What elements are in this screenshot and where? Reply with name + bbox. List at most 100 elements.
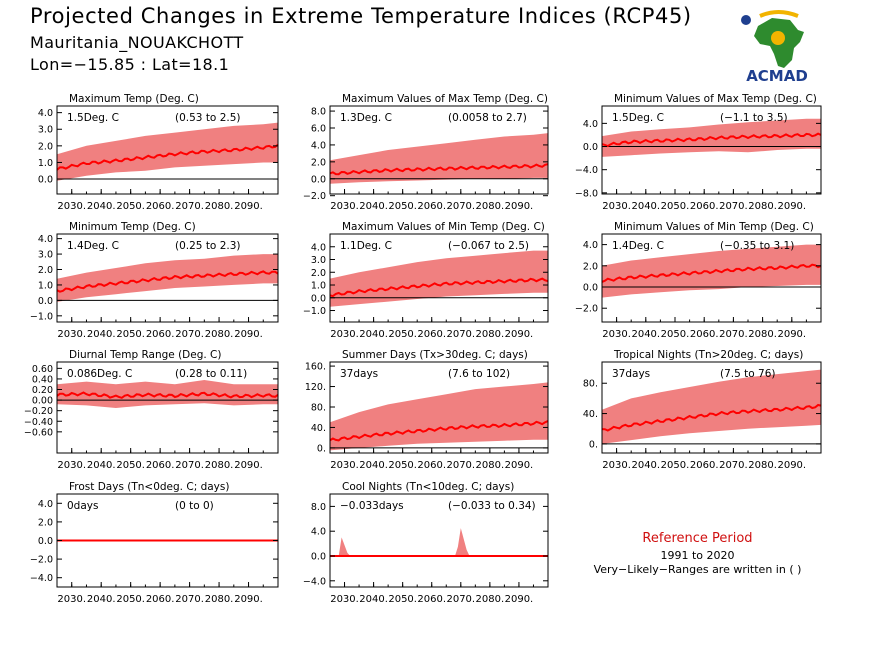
- panel-10: 4.0 2.0 0.0 −2.0 −4.0 2030. 2040. 2050. 2060. 207…: [30, 481, 279, 605]
- station-name: Mauritania_NOUAKCHOTT: [30, 33, 244, 52]
- x-tick-label: 2060.: [146, 594, 175, 605]
- panel-title: Maximum Temp (Deg. C): [69, 93, 199, 105]
- change-value-label: 1.5Deg. C: [67, 112, 119, 124]
- x-tick-label: 2090.: [234, 460, 263, 471]
- y-tick-label: 0.: [589, 439, 598, 450]
- panel-frame: [601, 361, 822, 454]
- y-tick-label: 8.0: [311, 107, 326, 118]
- mean-series-line: [329, 163, 549, 176]
- y-tick-label: 3.0: [38, 250, 53, 261]
- x-tick-label: 2080.: [205, 460, 234, 471]
- y-tick-label: 0.20: [32, 385, 53, 396]
- y-tick-label: 0.0: [38, 296, 53, 307]
- y-tick-label: 160.: [305, 362, 326, 373]
- change-value-label: 1.5Deg. C: [612, 112, 664, 124]
- very-likely-range-note: Very−Likely−Ranges are written in ( ): [593, 563, 802, 576]
- x-tick-label: 2080.: [748, 329, 777, 340]
- x-tick-label: 2070.: [446, 460, 475, 471]
- x-tick-label: 2040.: [631, 201, 660, 212]
- x-tick-label: 2090.: [505, 594, 534, 605]
- likely-range-band: [57, 380, 278, 408]
- x-tick-label: 2030.: [330, 329, 359, 340]
- panel-title: Maximum Values of Max Temp (Deg. C): [342, 93, 548, 105]
- y-tick-label: 1.0: [311, 281, 326, 292]
- panel-8: 160. 120. 80. 40. 0. 2030. 2040. 2050. 2060. 2070…: [305, 349, 549, 471]
- x-tick-label: 2040.: [87, 460, 116, 471]
- y-tick-label: −0.20: [24, 406, 53, 417]
- x-tick-label: 2090.: [505, 201, 534, 212]
- change-value-label: 1.4Deg. C: [612, 240, 664, 252]
- y-tick-label: −4.0: [303, 576, 326, 587]
- x-tick-label: 2040.: [359, 329, 388, 340]
- y-tick-label: 2.0: [38, 141, 53, 152]
- y-tick-label: 2.0: [38, 265, 53, 276]
- logo-sun-arc-icon: [759, 10, 799, 18]
- mean-series-line: [601, 263, 822, 283]
- x-tick-label: 2050.: [388, 460, 417, 471]
- logo-wordmark: ACMAD: [746, 67, 808, 84]
- likely-range-label: (−1.1 to 3.5): [720, 112, 788, 124]
- logo-sun-icon: [771, 31, 785, 45]
- likely-range-label: (0 to 0): [175, 500, 214, 512]
- y-tick-label: 3.0: [38, 125, 53, 136]
- y-tick-label: −4.0: [30, 573, 53, 584]
- x-tick-label: 2030.: [330, 201, 359, 212]
- x-tick-label: 2030.: [57, 201, 86, 212]
- x-tick-label: 2050.: [116, 201, 145, 212]
- x-tick-label: 2040.: [631, 460, 660, 471]
- x-tick-label: 2040.: [359, 460, 388, 471]
- y-tick-label: 4.0: [38, 234, 53, 245]
- x-tick-label: 2080.: [476, 460, 505, 471]
- panel-frame: [56, 361, 279, 454]
- likely-range-band: [330, 250, 548, 307]
- x-tick-label: 2060.: [690, 201, 719, 212]
- panel-7: 0.600.400.200.00−0.20−0.40−0.60 2030. 2040…: [24, 349, 279, 471]
- likely-range-band: [602, 244, 821, 298]
- x-tick-label: 2080.: [476, 594, 505, 605]
- change-value-label: 1.4Deg. C: [67, 240, 119, 252]
- x-tick-label: 2060.: [417, 329, 446, 340]
- x-tick-label: 2040.: [87, 594, 116, 605]
- change-value-label: 37days: [612, 368, 650, 380]
- x-tick-label: 2040.: [631, 329, 660, 340]
- likely-range-band: [330, 528, 548, 556]
- x-tick-label: 2070.: [446, 594, 475, 605]
- x-tick-label: 2080.: [476, 201, 505, 212]
- y-tick-label: 3.0: [311, 255, 326, 266]
- x-tick-label: 2030.: [602, 460, 631, 471]
- y-tick-label: −1.0: [30, 311, 53, 322]
- x-tick-label: 2050.: [388, 594, 417, 605]
- likely-range-band: [602, 369, 821, 444]
- y-tick-label: 0.0: [311, 293, 326, 304]
- mean-series-line: [601, 132, 822, 148]
- change-value-label: −0.033days: [340, 500, 404, 512]
- x-tick-label: 2050.: [116, 329, 145, 340]
- panel-frame: [329, 361, 549, 454]
- likely-range-label: (−0.033 to 0.34): [448, 500, 536, 512]
- likely-range-label: (0.53 to 2.5): [175, 112, 241, 124]
- y-tick-label: −8.0: [575, 188, 598, 199]
- y-tick-label: 6.0: [311, 124, 326, 135]
- panel-title: Minimum Values of Min Temp (Deg. C): [614, 221, 814, 233]
- y-tick-label: 2.0: [311, 157, 326, 168]
- x-tick-label: 2070.: [175, 329, 204, 340]
- likely-range-label: (7.5 to 76): [720, 368, 775, 380]
- y-tick-label: 2.0: [38, 517, 53, 528]
- y-tick-label: −2.0: [575, 304, 598, 315]
- change-value-label: 37days: [340, 368, 378, 380]
- y-tick-label: 1.0: [38, 280, 53, 291]
- x-tick-label: 2060.: [417, 201, 446, 212]
- panel-title: Maximum Values of Min Temp (Deg. C): [342, 221, 545, 233]
- change-value-label: 1.1Deg. C: [340, 240, 392, 252]
- likely-range-label: (0.28 to 0.11): [175, 368, 247, 380]
- likely-range-label: (7.6 to 102): [448, 368, 510, 380]
- panel-frame: [329, 493, 549, 588]
- panel-frame: [56, 233, 279, 323]
- change-value-label: 0.086Deg. C: [67, 368, 132, 380]
- x-tick-label: 2050.: [661, 329, 690, 340]
- y-tick-label: 1.0: [38, 158, 53, 169]
- x-tick-label: 2090.: [505, 329, 534, 340]
- reference-period-years: 1991 to 2020: [660, 549, 735, 562]
